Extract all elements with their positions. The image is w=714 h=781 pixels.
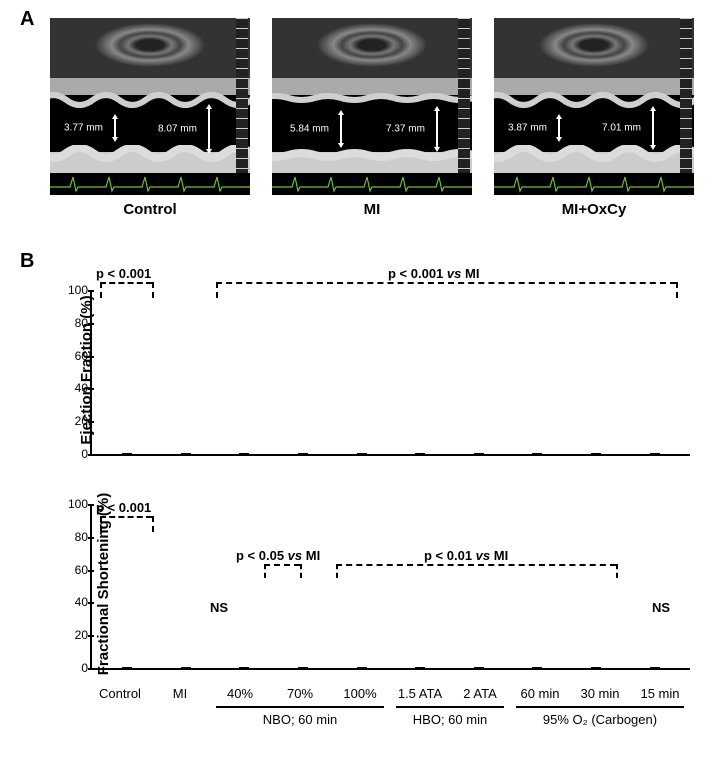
bar-n-label: 4 [225,649,263,664]
bar-n-label: 4 [401,649,439,664]
x-category: MI [173,686,187,701]
sys-mm-a: 3.77 mm [64,123,103,134]
bar-n-label: 4 [225,435,263,450]
bar-n-label: 4 [460,435,498,450]
dia-mm-b: 7.37 mm [386,124,425,135]
dia-mm-a: 8.07 mm [158,124,197,135]
bar-n-label: 4 [577,435,615,450]
x-category: 30 min [580,686,619,701]
bar-n-label: 12 [108,435,146,450]
ytick: 0 [52,447,88,461]
ytick: 40 [52,381,88,395]
bar-n-label: 4 [636,649,674,664]
x-category: 100% [343,686,376,701]
sys-mm-b: 5.84 mm [290,124,329,135]
group-underline [396,706,504,708]
fs-ns-left: NS [210,600,228,615]
bar-n-label: 4 [636,435,674,450]
x-category: 2 ATA [463,686,496,701]
x-category: 1.5 ATA [398,686,442,701]
bar-n-label: 4 [284,649,322,664]
ytick: 0 [52,661,88,675]
x-category: 15 min [640,686,679,701]
ef-p-left: p < 0.001 [96,266,151,281]
fs-p-left: p < 0.001 [96,500,151,515]
ytick: 100 [52,497,88,511]
fs-p-mid: p < 0.05 vs MI [236,548,320,563]
panel-a-label: A [20,8,34,31]
group-label: 95% O₂ (Carbogen) [543,712,657,727]
echo-label-mioxcy: MI+OxCy [494,201,694,218]
bar-n-label: 4 [577,649,615,664]
group-label: NBO; 60 min [263,712,337,727]
echo-label-control: Control [50,201,250,218]
fractional-shortening-chart: Fractional Shortening (%) 121244844444 0… [18,486,700,682]
ytick: 20 [52,628,88,642]
group-underline [516,706,684,708]
x-category: 40% [227,686,253,701]
dia-mm-c: 7.01 mm [602,123,641,134]
ytick: 60 [52,349,88,363]
bar-n-label: 8 [343,649,381,664]
x-category: 70% [287,686,313,701]
bar-n-label: 8 [518,435,556,450]
group-label: HBO; 60 min [413,712,487,727]
ejection-fraction-chart: Ejection Fraction (%) 121244844844 02040… [18,272,700,468]
charts-container: Ejection Fraction (%) 121244844844 02040… [18,272,700,752]
ytick: 20 [52,414,88,428]
bar-n-label: 4 [401,435,439,450]
ytick: 40 [52,595,88,609]
x-category: Control [99,686,141,701]
fs-p-right: p < 0.01 vs MI [424,548,508,563]
bar-n-label: 4 [284,435,322,450]
fs-ns-right: NS [652,600,670,615]
echo-mi: 5.84 mm 7.37 mm MI [272,18,472,218]
bar-n-label: 4 [460,649,498,664]
echo-control: 3.77 mm 8.07 mm Control [50,18,250,218]
group-underline [216,706,384,708]
bar-n-label: 12 [108,649,146,664]
bar-n-label: 12 [167,435,205,450]
bar-n-label: 8 [343,435,381,450]
ytick: 100 [52,283,88,297]
bar-n-label: 4 [518,649,556,664]
ytick: 60 [52,563,88,577]
ytick: 80 [52,530,88,544]
sys-mm-c: 3.87 mm [508,123,547,134]
ef-p-right: p < 0.001 vs MI [388,266,479,281]
bar-n-label: 12 [167,649,205,664]
echo-mi-oxcy: 3.87 mm 7.01 mm MI+OxCy [494,18,694,218]
panel-b-label: B [20,250,34,273]
echocardiogram-row: 3.77 mm 8.07 mm Control 5.84 mm [50,18,694,218]
ytick: 80 [52,316,88,330]
echo-label-mi: MI [272,201,472,218]
x-category: 60 min [520,686,559,701]
